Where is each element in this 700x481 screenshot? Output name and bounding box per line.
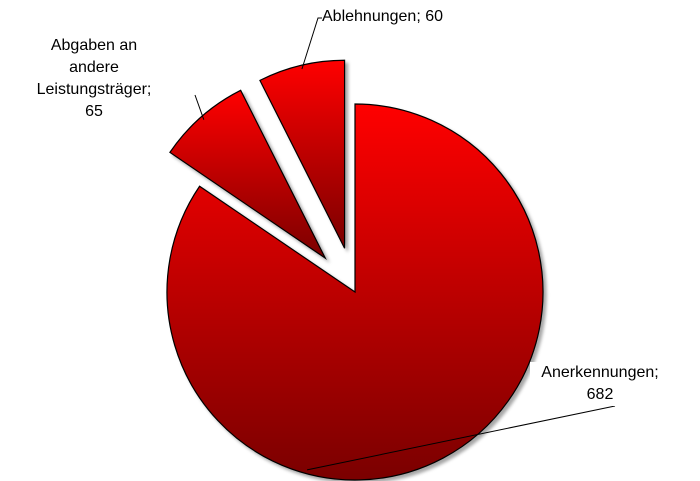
pie-slice — [169, 89, 327, 260]
data-label: Ablehnungen; 60 — [322, 6, 522, 28]
pie-slice — [166, 103, 544, 481]
leader-line — [194, 94, 205, 120]
leader-line — [306, 405, 616, 471]
pie-slice — [259, 59, 346, 249]
data-label: Anerkennungen; 682 — [530, 362, 670, 406]
data-label: Abgaben an andere Leistungsträger; 65 — [30, 35, 158, 123]
